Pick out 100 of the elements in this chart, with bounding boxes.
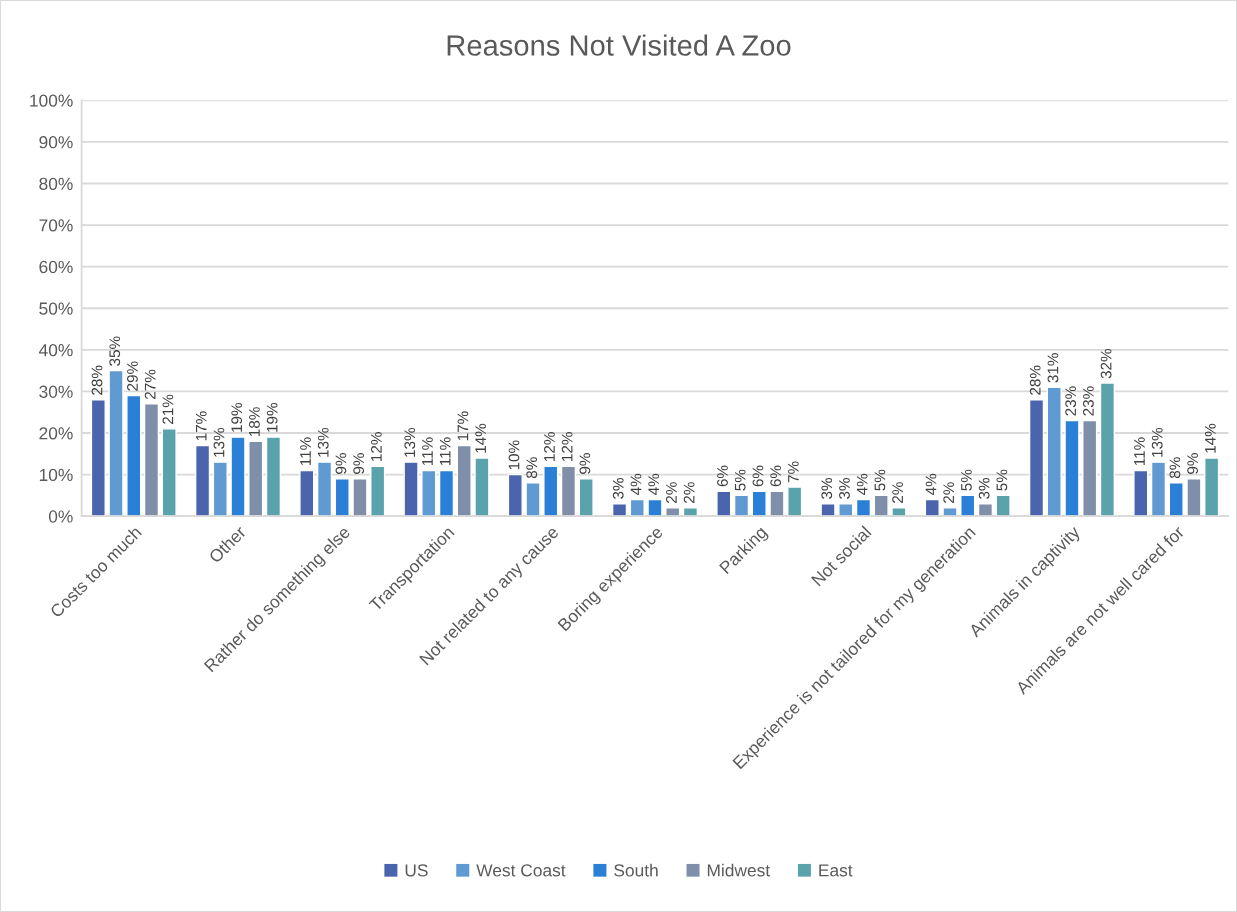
data-label: 4% xyxy=(630,473,642,496)
data-label: 13% xyxy=(404,427,416,457)
data-label: 18% xyxy=(249,407,260,436)
bar xyxy=(1064,419,1080,517)
data-label: 3% xyxy=(821,478,833,499)
data-label: 2% xyxy=(666,482,677,503)
data-label: 5% xyxy=(961,469,972,491)
bar xyxy=(1168,482,1184,517)
bar xyxy=(1028,399,1045,517)
bar xyxy=(560,465,577,517)
data-label: 12% xyxy=(561,432,573,461)
bar xyxy=(438,469,455,517)
data-label: 6% xyxy=(770,465,782,487)
data-label: 14% xyxy=(475,423,486,453)
data-label: 2% xyxy=(943,482,955,503)
y-tick-label: 70% xyxy=(39,219,73,232)
bar xyxy=(716,490,732,517)
y-tick-label: 50% xyxy=(39,302,73,315)
bar xyxy=(370,465,386,517)
data-label: 28% xyxy=(91,365,103,395)
bar xyxy=(316,461,333,517)
bar xyxy=(108,369,124,517)
data-label: 27% xyxy=(144,369,156,399)
bar xyxy=(1133,469,1149,517)
bar xyxy=(873,494,889,517)
data-label: 19% xyxy=(231,402,243,432)
bar xyxy=(733,494,750,517)
bar xyxy=(1150,461,1167,517)
bar xyxy=(456,444,472,517)
data-label: 9% xyxy=(579,453,591,474)
data-label: 9% xyxy=(335,453,347,474)
data-label: 17% xyxy=(457,411,469,441)
bar xyxy=(838,503,854,517)
data-label: 9% xyxy=(353,453,365,474)
bar xyxy=(820,503,836,517)
data-label: 31% xyxy=(1047,353,1059,383)
data-label: 35% xyxy=(109,336,121,366)
data-label: 21% xyxy=(162,394,174,424)
y-tick-label: 100% xyxy=(30,94,73,107)
bar xyxy=(161,428,177,517)
bar xyxy=(334,478,350,517)
bar xyxy=(995,494,1011,517)
bar xyxy=(1046,386,1062,517)
bar xyxy=(1082,419,1098,517)
data-label: 19% xyxy=(266,402,278,432)
data-label: 13% xyxy=(213,427,225,457)
y-tick-label: 20% xyxy=(39,427,73,440)
data-label: 12% xyxy=(544,432,555,461)
data-label: 23% xyxy=(1082,386,1094,416)
data-label: 14% xyxy=(1205,423,1216,453)
bar xyxy=(543,465,559,517)
y-tick-label: 90% xyxy=(39,136,73,149)
data-label: 13% xyxy=(317,427,329,457)
bar xyxy=(421,469,437,517)
data-label: 12% xyxy=(370,432,382,461)
data-label: 6% xyxy=(717,465,728,487)
bar xyxy=(960,494,976,517)
bar xyxy=(1204,457,1220,517)
bar xyxy=(194,444,211,517)
y-tick-label: 80% xyxy=(39,177,73,190)
data-label: 6% xyxy=(752,465,764,487)
chart-title: Reasons Not Visited A Zoo xyxy=(447,34,791,56)
data-label: 9% xyxy=(1187,453,1199,474)
data-label: 32% xyxy=(1100,348,1112,379)
legend-label: Midwest xyxy=(707,863,771,877)
data-label: 29% xyxy=(127,361,138,391)
data-label: 3% xyxy=(612,478,624,499)
bar xyxy=(474,457,490,517)
bar xyxy=(855,498,872,517)
bar xyxy=(265,436,282,517)
data-label: 10% xyxy=(508,440,520,470)
data-label: 3% xyxy=(839,478,850,499)
data-label: 13% xyxy=(1151,427,1163,457)
bar xyxy=(507,473,523,517)
data-label: 8% xyxy=(1169,457,1181,479)
legend-label: US xyxy=(405,864,428,877)
y-tick-label: 40% xyxy=(38,344,73,357)
y-tick-label: 0% xyxy=(48,510,73,523)
data-label: 5% xyxy=(996,469,1008,491)
bar xyxy=(891,507,907,517)
data-label: 28% xyxy=(1029,365,1041,395)
data-label: 11% xyxy=(422,437,433,466)
y-tick-label: 10% xyxy=(39,468,73,482)
bar xyxy=(1186,478,1202,517)
data-label: 11% xyxy=(1134,437,1145,466)
bar xyxy=(299,469,315,517)
bar xyxy=(126,394,142,517)
bar xyxy=(230,436,246,517)
bar xyxy=(352,478,368,517)
legend-label: West Coast xyxy=(476,864,566,877)
y-tick-label: 30% xyxy=(39,385,73,398)
data-label: 2% xyxy=(892,482,903,503)
legend-label: East xyxy=(819,864,853,877)
bar xyxy=(403,461,419,517)
y-tick-label: 60% xyxy=(39,260,73,274)
bar xyxy=(525,482,541,517)
data-label: 17% xyxy=(195,411,207,441)
bar xyxy=(1099,382,1116,517)
bar xyxy=(90,399,106,517)
data-label: 4% xyxy=(925,473,937,496)
